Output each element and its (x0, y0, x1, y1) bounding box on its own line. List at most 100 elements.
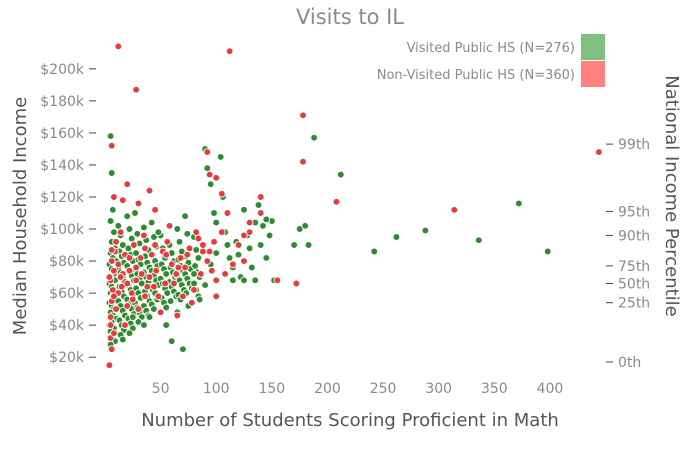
data-point (154, 292, 163, 301)
data-point (179, 292, 187, 301)
y2-axis-title: National Income Percentile (661, 75, 682, 317)
data-point (240, 231, 248, 240)
y2-tick-label: 90th (618, 228, 650, 244)
x-tick-label: 400 (537, 381, 564, 397)
data-point (245, 228, 254, 237)
data-point (105, 273, 114, 281)
data-point (543, 247, 552, 256)
data-point (143, 282, 152, 291)
data-point (107, 169, 116, 177)
data-point (207, 266, 216, 275)
x-tick-label: 50 (152, 381, 170, 397)
data-point (290, 241, 298, 249)
data-point (292, 279, 301, 288)
data-point (145, 313, 154, 321)
y-tick-label: $120k (40, 190, 85, 206)
data-point (256, 241, 265, 249)
x-axis-title: Number of Students Scoring Proficient in… (141, 410, 559, 431)
data-point (167, 337, 176, 346)
data-point (114, 42, 123, 51)
data-point (256, 209, 265, 217)
data-point (234, 250, 243, 259)
data-point (205, 247, 214, 256)
data-point (125, 329, 134, 338)
data-point (108, 205, 117, 214)
data-point (140, 231, 148, 240)
legend-label: Visited Public HS (N=276) (407, 41, 575, 56)
data-point (225, 254, 234, 262)
data-point (172, 270, 181, 278)
data-point (107, 246, 116, 254)
data-point (185, 244, 194, 253)
data-point (132, 263, 140, 272)
data-point (147, 218, 156, 227)
data-point (123, 302, 132, 310)
data-point (240, 257, 248, 265)
data-point (128, 295, 137, 304)
data-point (259, 221, 267, 230)
data-point (110, 266, 118, 275)
data-point (118, 196, 127, 205)
data-point (217, 228, 226, 237)
y2-tick-label: 0th (618, 355, 641, 371)
data-point (110, 329, 118, 338)
data-point (141, 292, 149, 301)
data-point (174, 263, 183, 272)
data-point (514, 199, 523, 208)
y-tick-label: $20k (49, 350, 85, 366)
data-point (187, 298, 196, 307)
data-point (245, 218, 254, 227)
data-point (128, 313, 137, 321)
data-point (191, 262, 199, 270)
data-point (118, 335, 127, 344)
data-point (336, 170, 345, 179)
data-point (106, 321, 115, 329)
data-point (203, 257, 212, 265)
y-tick-label: $100k (40, 222, 85, 238)
y-tick-label: $200k (40, 62, 85, 78)
data-point (183, 229, 192, 238)
data-point (265, 231, 274, 240)
data-point (304, 241, 313, 249)
data-point (167, 260, 176, 269)
data-point (114, 260, 123, 269)
data-point (273, 276, 282, 285)
data-point (173, 311, 182, 320)
y-tick-label: $40k (49, 318, 85, 334)
data-point (229, 276, 237, 285)
legend-swatch (581, 61, 605, 87)
data-point (262, 215, 271, 224)
data-point (179, 345, 187, 354)
data-point (131, 209, 139, 217)
data-point (107, 257, 116, 265)
series-0 (105, 132, 552, 354)
y2-tick-label: 25th (618, 296, 650, 312)
data-point (212, 249, 221, 257)
y2-tick-label: 95th (618, 204, 650, 220)
data-point (127, 289, 136, 297)
data-point (105, 361, 114, 370)
x-tick-label: 150 (258, 381, 285, 397)
x-tick-label: 350 (481, 381, 508, 397)
legend: Visited Public HS (N=276) Non-Visited Pub… (377, 34, 605, 87)
data-point (163, 237, 172, 246)
data-point (165, 221, 174, 230)
series-1 (105, 42, 603, 370)
data-point (121, 321, 129, 329)
data-point (210, 209, 218, 217)
data-point (147, 250, 156, 259)
data-point (117, 282, 126, 291)
data-point (195, 295, 204, 304)
data-point (192, 246, 201, 254)
data-point (110, 228, 118, 237)
y-tick-label: $80k (49, 254, 85, 270)
y-tick-label: $60k (49, 286, 85, 302)
data-point (229, 260, 237, 269)
data-point (181, 212, 189, 221)
data-point (206, 180, 215, 189)
data-point (162, 270, 171, 278)
data-point (106, 217, 115, 225)
y-tick-label: $140k (40, 158, 85, 174)
data-point (106, 132, 115, 140)
data-point (114, 221, 123, 230)
